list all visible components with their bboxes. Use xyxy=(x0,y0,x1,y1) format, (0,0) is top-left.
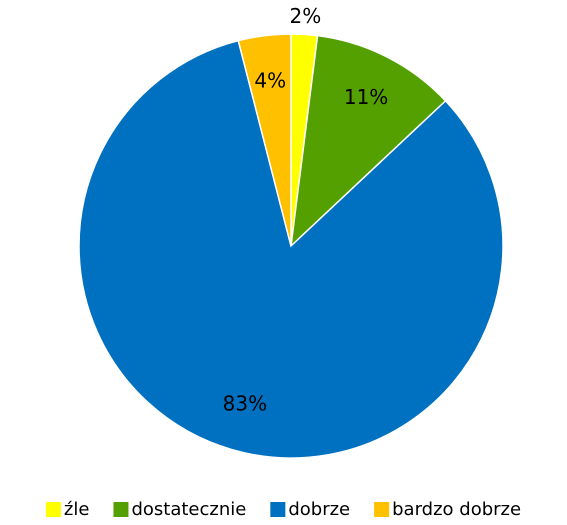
pie-slice xyxy=(237,33,292,247)
pie-slice xyxy=(289,34,447,248)
data-label: 11% xyxy=(344,85,388,109)
data-label: 2% xyxy=(290,4,322,28)
legend-swatch xyxy=(374,502,390,517)
legend-swatch xyxy=(45,502,61,517)
legend-label: dobrze xyxy=(288,499,350,520)
data-label: 4% xyxy=(254,68,286,92)
legend-swatch xyxy=(113,502,129,517)
legend-label: bardzo dobrze xyxy=(392,499,521,520)
legend-label: źle xyxy=(64,499,90,520)
legend-label: dostatecznie xyxy=(131,499,246,520)
pie-slice xyxy=(78,39,504,459)
data-label: 83% xyxy=(223,391,267,415)
legend-swatch xyxy=(270,502,286,517)
